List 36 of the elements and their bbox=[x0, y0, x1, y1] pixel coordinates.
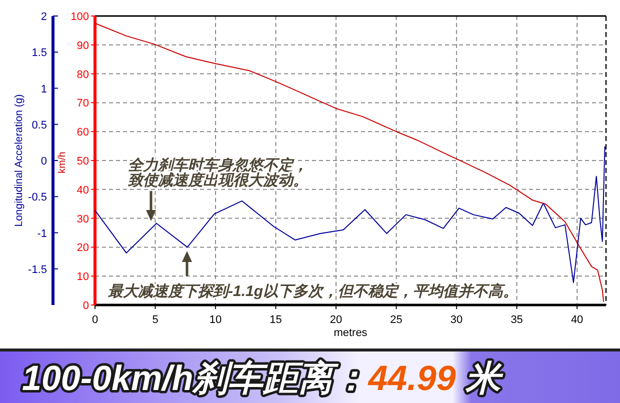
x-tick-label: 10 bbox=[209, 314, 222, 326]
y2-tick-label: 0.5 bbox=[32, 119, 47, 132]
annotation: 全力刹车时车身忽悠不定，致使减速度出现很大波动。 bbox=[128, 156, 308, 189]
y2-tick-label: 2 bbox=[40, 11, 47, 23]
y-tick-label: 20 bbox=[76, 242, 89, 254]
x-tick-label: 15 bbox=[270, 314, 282, 326]
y-tick-label: 30 bbox=[76, 213, 89, 226]
x-tick-label: 25 bbox=[390, 314, 402, 326]
y-tick-label: 80 bbox=[76, 68, 89, 81]
y-tick-label: 60 bbox=[76, 126, 89, 139]
y-tick-label: 0 bbox=[82, 300, 89, 312]
line-series bbox=[94, 22, 604, 302]
x-tick-label: 35 bbox=[510, 314, 523, 326]
y2-tick-label: 0 bbox=[40, 156, 47, 168]
x-tick-label: 40 bbox=[570, 314, 584, 326]
y-tick-label: 70 bbox=[76, 98, 89, 110]
y2-axis-title: Longitudinal Acceleration (g) bbox=[13, 94, 25, 227]
y-tick-label: 50 bbox=[76, 156, 89, 168]
x-tick-label: 20 bbox=[330, 314, 342, 326]
line-series bbox=[94, 146, 606, 284]
y2-tick-label: 1 bbox=[40, 83, 47, 96]
y-tick-label: 100 bbox=[70, 11, 89, 23]
y2-tick-label: 1.5 bbox=[32, 47, 47, 60]
y2-tick-label: -1.5 bbox=[28, 264, 47, 276]
x-tick-label: 5 bbox=[152, 314, 158, 326]
y2-tick-label: -0.5 bbox=[28, 192, 47, 204]
y-tick-label: 10 bbox=[76, 271, 89, 284]
y-tick-label: 90 bbox=[76, 40, 89, 52]
x-tick-label: 30 bbox=[450, 314, 463, 326]
y2-tick-label: -1 bbox=[37, 228, 47, 240]
annotation: 最大减速度下探到-1.1g以下多次，但不稳定，平均值并不高。 bbox=[108, 282, 518, 300]
text: 100-0km/h刹车距离：44.99 米 bbox=[22, 359, 504, 398]
x-axis-title: metres bbox=[334, 327, 368, 339]
y-axis-title: km/h bbox=[57, 152, 68, 174]
x-tick-label: 0 bbox=[92, 314, 98, 326]
y-tick-label: 40 bbox=[76, 184, 89, 196]
